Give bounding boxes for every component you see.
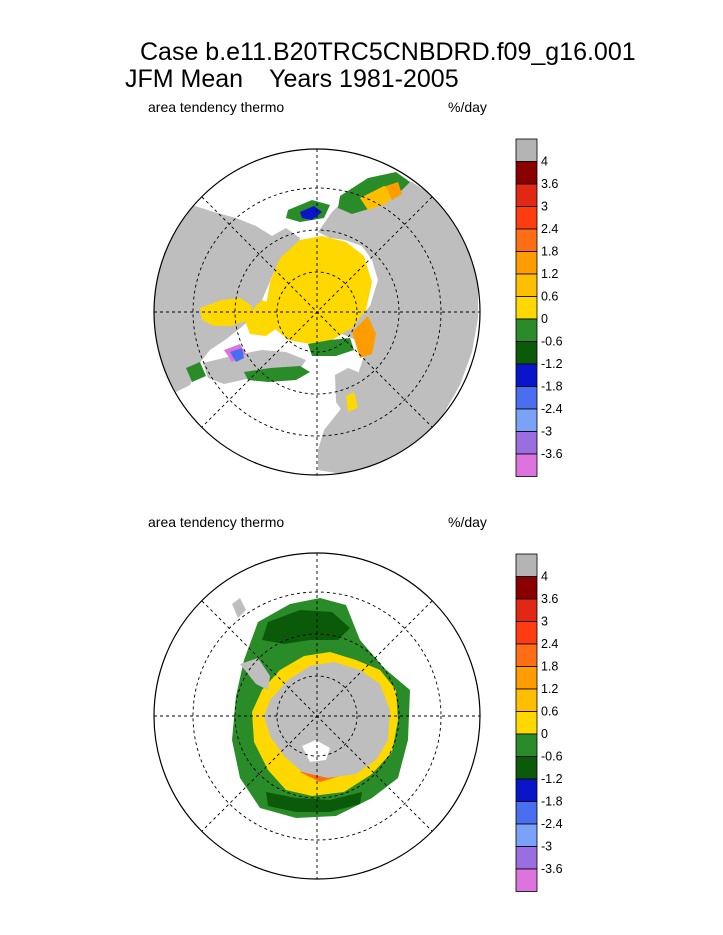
nh-colorbar-tick-label: -3.6 <box>541 447 563 461</box>
sh-colorbar-swatch <box>515 778 538 802</box>
nh-colorbar-tick-label: -0.6 <box>541 335 563 349</box>
nh-colorbar-tick-label: 1.8 <box>541 245 558 259</box>
sh-colorbar-swatch <box>515 576 538 600</box>
figure-title-case: Case b.e11.B20TRC5CNBDRD.f09_g16.001 <box>140 38 636 66</box>
nh-plot-title: area tendency thermo <box>148 99 285 115</box>
sh-colorbar-swatch <box>515 666 538 690</box>
nh-colorbar-swatch <box>515 431 538 455</box>
sh-map-border <box>153 552 481 880</box>
sh-colorbar-tick-label: 3.6 <box>541 592 558 606</box>
sh-colorbar-tick-label: 0.6 <box>541 705 558 719</box>
sh-plot-title: area tendency thermo <box>148 514 285 530</box>
nh-colorbar-tick-label: 2.4 <box>541 222 558 236</box>
sh-colorbar-tick-label: 1.8 <box>541 660 558 674</box>
nh-colorbar-tick-label: 0 <box>541 312 548 326</box>
nh-colorbar-swatch <box>515 228 538 252</box>
sh-colorbar-tick-label: -3.6 <box>541 862 563 876</box>
sh-colorbar-swatch <box>515 598 538 622</box>
nh-colorbar-swatch <box>515 318 538 342</box>
sh-tendency-field <box>232 598 410 818</box>
nh-colorbar-tick-label: 1.2 <box>541 267 558 281</box>
nh-colorbar-swatch <box>515 341 538 365</box>
sh-colorbar-swatch <box>515 733 538 757</box>
nh-colorbar: 4 3.6 3 2.4 1.8 1.2 0.6 0 -0.6 -1.2 -1.8 -2.4 -3 -3.6 <box>515 138 563 477</box>
sh-colorbar-tick-label: 4 <box>541 570 548 584</box>
nh-colorbar-tick-label: 3 <box>541 200 548 214</box>
sh-colorbar-tick-label: 1.2 <box>541 682 558 696</box>
nh-colorbar-swatch <box>515 363 538 387</box>
sh-colorbar: 4 3.6 3 2.4 1.8 1.2 0.6 0 -0.6 -1.2 -1.8 -2.4 -3 -3.6 <box>515 553 563 892</box>
sh-colorbar-tick-label: -2.4 <box>541 817 563 831</box>
nh-colorbar-tick-label: -1.8 <box>541 380 563 394</box>
sh-colorbar-tick-label: -1.2 <box>541 772 563 786</box>
nh-colorbar-swatch <box>515 273 538 297</box>
nh-colorbar-tick-label: 0.6 <box>541 290 558 304</box>
sh-colorbar-swatch <box>515 711 538 735</box>
nh-colorbar-tick-label: -2.4 <box>541 402 563 416</box>
years-label: Years 1981-2005 <box>269 65 459 93</box>
sh-colorbar-tick-label: 0 <box>541 727 548 741</box>
sh-colorbar-na-box <box>515 553 538 577</box>
nh-colorbar-swatch <box>515 206 538 230</box>
sh-colorbar-swatch <box>515 823 538 847</box>
nh-colorbar-swatch <box>515 386 538 410</box>
sh-colorbar-swatch <box>515 756 538 780</box>
figure-title-period: JFM Mean Years 1981-2005 <box>125 65 459 94</box>
sh-colorbar-swatch <box>515 868 538 892</box>
nh-graticule <box>154 149 480 475</box>
nh-colorbar-swatch <box>515 453 538 477</box>
sh-colorbar-tick-label: 3 <box>541 615 548 629</box>
nh-colorbar-swatch <box>515 251 538 275</box>
nh-colorbar-swatch <box>515 408 538 432</box>
nh-colorbar-na-box <box>515 138 538 162</box>
sh-colorbar-swatch <box>515 621 538 645</box>
nh-polar-map <box>153 148 481 476</box>
sh-polar-map <box>153 552 481 880</box>
nh-colorbar-swatch <box>515 183 538 207</box>
nh-colorbar-swatch <box>515 296 538 320</box>
nh-map-border <box>153 148 481 476</box>
sh-units-label: %/day <box>448 514 487 530</box>
sh-colorbar-tick-label: 2.4 <box>541 637 558 651</box>
sh-colorbar-swatch <box>515 643 538 667</box>
nh-units-label: %/day <box>448 99 487 115</box>
sh-colorbar-swatch <box>515 688 538 712</box>
nh-colorbar-tick-label: -1.2 <box>541 357 563 371</box>
sh-colorbar-swatch <box>515 846 538 870</box>
sh-graticule <box>154 553 480 879</box>
nh-tendency-field <box>186 172 410 412</box>
sh-colorbar-swatch <box>515 801 538 825</box>
sh-colorbar-tick-label: -3 <box>541 840 552 854</box>
nh-colorbar-swatch <box>515 161 538 185</box>
nh-colorbar-tick-label: 4 <box>541 155 548 169</box>
sh-colorbar-tick-label: -1.8 <box>541 795 563 809</box>
season-label: JFM Mean <box>125 65 244 93</box>
sh-colorbar-tick-label: -0.6 <box>541 750 563 764</box>
nh-colorbar-tick-label: 3.6 <box>541 177 558 191</box>
nh-colorbar-tick-label: -3 <box>541 425 552 439</box>
